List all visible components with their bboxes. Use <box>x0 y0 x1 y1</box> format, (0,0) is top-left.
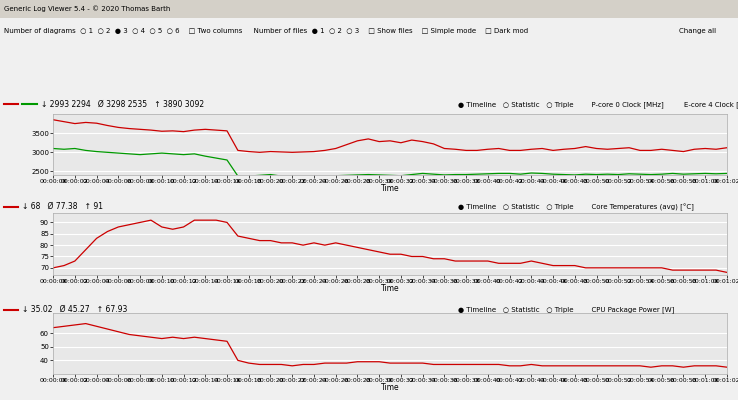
Text: ↓ 2993 2294   Ø 3298 2535   ↑ 3890 3092: ↓ 2993 2294 Ø 3298 2535 ↑ 3890 3092 <box>41 100 204 109</box>
Text: Change all: Change all <box>679 28 716 34</box>
Text: ↓ 68   Ø 77.38   ↑ 91: ↓ 68 Ø 77.38 ↑ 91 <box>22 202 103 211</box>
Text: Generic Log Viewer 5.4 - © 2020 Thomas Barth: Generic Log Viewer 5.4 - © 2020 Thomas B… <box>4 6 170 12</box>
Text: ● Timeline   ○ Statistic   ○ Triple        CPU Package Power [W]: ● Timeline ○ Statistic ○ Triple CPU Pack… <box>458 306 674 313</box>
X-axis label: Time: Time <box>381 284 399 293</box>
Text: ● Timeline   ○ Statistic   ○ Triple        P-core 0 Clock [MHz]         E-core 4: ● Timeline ○ Statistic ○ Triple P-core 0… <box>458 101 738 108</box>
Text: ↓ 35.02   Ø 45.27   ↑ 67.93: ↓ 35.02 Ø 45.27 ↑ 67.93 <box>22 305 128 314</box>
X-axis label: Time: Time <box>381 383 399 392</box>
X-axis label: Time: Time <box>381 184 399 194</box>
Text: Number of diagrams  ○ 1  ○ 2  ● 3  ○ 4  ○ 5  ○ 6    □ Two columns     Number of : Number of diagrams ○ 1 ○ 2 ● 3 ○ 4 ○ 5 ○… <box>4 28 528 34</box>
Text: ● Timeline   ○ Statistic   ○ Triple        Core Temperatures (avg) [°C]: ● Timeline ○ Statistic ○ Triple Core Tem… <box>458 203 694 210</box>
Bar <box>0 0 738 18</box>
